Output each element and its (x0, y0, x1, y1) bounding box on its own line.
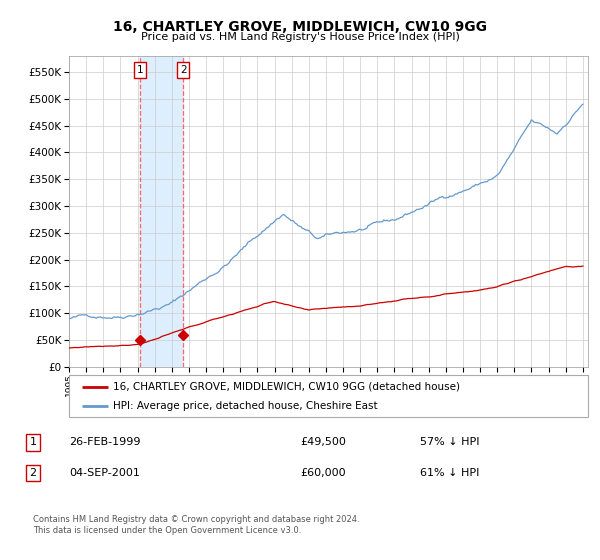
Text: 16, CHARTLEY GROVE, MIDDLEWICH, CW10 9GG: 16, CHARTLEY GROVE, MIDDLEWICH, CW10 9GG (113, 20, 487, 34)
Text: HPI: Average price, detached house, Cheshire East: HPI: Average price, detached house, Ches… (113, 401, 378, 411)
Text: 2: 2 (29, 468, 37, 478)
Text: 04-SEP-2001: 04-SEP-2001 (69, 468, 140, 478)
Text: £49,500: £49,500 (300, 437, 346, 447)
Text: Price paid vs. HM Land Registry's House Price Index (HPI): Price paid vs. HM Land Registry's House … (140, 32, 460, 42)
Text: 1: 1 (137, 65, 143, 75)
Text: 2: 2 (180, 65, 187, 75)
Text: 1: 1 (29, 437, 37, 447)
Text: 57% ↓ HPI: 57% ↓ HPI (420, 437, 479, 447)
Bar (140, 56, 183, 367)
Text: 16, CHARTLEY GROVE, MIDDLEWICH, CW10 9GG (detached house): 16, CHARTLEY GROVE, MIDDLEWICH, CW10 9GG… (113, 381, 460, 391)
FancyBboxPatch shape (69, 375, 588, 417)
Text: £60,000: £60,000 (300, 468, 346, 478)
Text: 26-FEB-1999: 26-FEB-1999 (69, 437, 140, 447)
Text: 61% ↓ HPI: 61% ↓ HPI (420, 468, 479, 478)
Text: Contains HM Land Registry data © Crown copyright and database right 2024.
This d: Contains HM Land Registry data © Crown c… (33, 515, 359, 535)
